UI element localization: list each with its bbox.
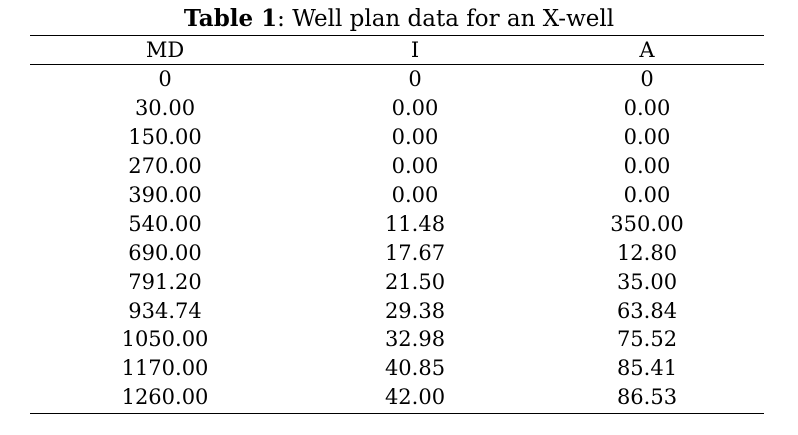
table-cell-md: 540.00 bbox=[128, 211, 202, 236]
table-row: 30.00 0.00 0.00 bbox=[30, 94, 764, 123]
table-cell-i: 17.67 bbox=[384, 240, 446, 265]
table-cell-md: 0 bbox=[158, 67, 172, 92]
table-cell-md: 150.00 bbox=[128, 125, 202, 150]
table-caption: Table 1: Well plan data for an X-well bbox=[0, 4, 798, 34]
table-top-rule bbox=[30, 35, 764, 36]
table-row: 1260.00 42.00 86.53 bbox=[30, 383, 764, 412]
table-cell-a: 12.80 bbox=[616, 240, 678, 265]
table-cell-md: 390.00 bbox=[128, 183, 202, 207]
table-cell-a: 35.00 bbox=[616, 269, 678, 294]
table-cell-a: 86.53 bbox=[616, 385, 678, 410]
table-cell-a: 0.00 bbox=[623, 125, 671, 150]
table-cell-i: 32.98 bbox=[384, 327, 446, 352]
table-header-row: MD I A bbox=[30, 36, 764, 64]
table-row: 1170.00 40.85 85.41 bbox=[30, 354, 764, 383]
table-cell-md: 1050.00 bbox=[121, 327, 209, 352]
table-cell-a: 85.41 bbox=[616, 356, 678, 381]
table-cell-md: 30.00 bbox=[134, 96, 196, 121]
table-row: 934.74 29.38 63.84 bbox=[30, 296, 764, 325]
table-cell-i: 0.00 bbox=[391, 96, 439, 121]
table-caption-label: Table 1 bbox=[183, 5, 278, 32]
table-cell-i: 21.50 bbox=[384, 269, 446, 294]
table-caption-text: : Well plan data for an X-well bbox=[277, 6, 615, 32]
table-cell-i: 40.85 bbox=[384, 356, 446, 381]
table-cell-i: 29.38 bbox=[384, 298, 446, 323]
table-bottom-rule bbox=[30, 413, 764, 414]
table-cell-a: 63.84 bbox=[616, 298, 678, 323]
well-plan-table: MD I A 0 0 0 30.00 0.00 0.00 150.00 0.00… bbox=[30, 36, 764, 412]
table-header-rule bbox=[30, 64, 764, 65]
table-cell-i: 0.00 bbox=[391, 154, 439, 179]
table-cell-a: 0.00 bbox=[623, 96, 671, 121]
table-row: 540.00 11.48 350.00 bbox=[30, 209, 764, 238]
table-cell-a: 75.52 bbox=[616, 327, 678, 352]
table-row: 1050.00 32.98 75.52 bbox=[30, 325, 764, 354]
column-header-a: A bbox=[639, 38, 655, 62]
table-row: 150.00 0.00 0.00 bbox=[30, 123, 764, 152]
table-row: 690.00 17.67 12.80 bbox=[30, 238, 764, 267]
table-cell-md: 1260.00 bbox=[121, 385, 209, 410]
table-cell-a: 0 bbox=[640, 67, 654, 92]
table-cell-a: 0.00 bbox=[623, 183, 671, 207]
table-cell-i: 0.00 bbox=[391, 125, 439, 150]
table-cell-md: 270.00 bbox=[128, 154, 202, 179]
column-header-i: I bbox=[410, 38, 420, 62]
table-row: 791.20 21.50 35.00 bbox=[30, 267, 764, 296]
table-cell-a: 350.00 bbox=[610, 211, 684, 236]
table-cell-i: 0 bbox=[408, 67, 422, 92]
table-row: 390.00 0.00 0.00 bbox=[30, 181, 764, 210]
column-header-md: MD bbox=[145, 38, 185, 62]
table-cell-md: 1170.00 bbox=[121, 356, 209, 381]
table-cell-md: 934.74 bbox=[128, 298, 202, 323]
table-cell-i: 11.48 bbox=[384, 211, 446, 236]
table-cell-md: 690.00 bbox=[128, 240, 202, 265]
table-row: 0 0 0 bbox=[30, 65, 764, 94]
table-cell-a: 0.00 bbox=[623, 154, 671, 179]
table-row: 270.00 0.00 0.00 bbox=[30, 152, 764, 181]
table-cell-i: 42.00 bbox=[384, 385, 446, 410]
table-cell-md: 791.20 bbox=[128, 269, 202, 294]
table-cell-i: 0.00 bbox=[391, 183, 439, 207]
